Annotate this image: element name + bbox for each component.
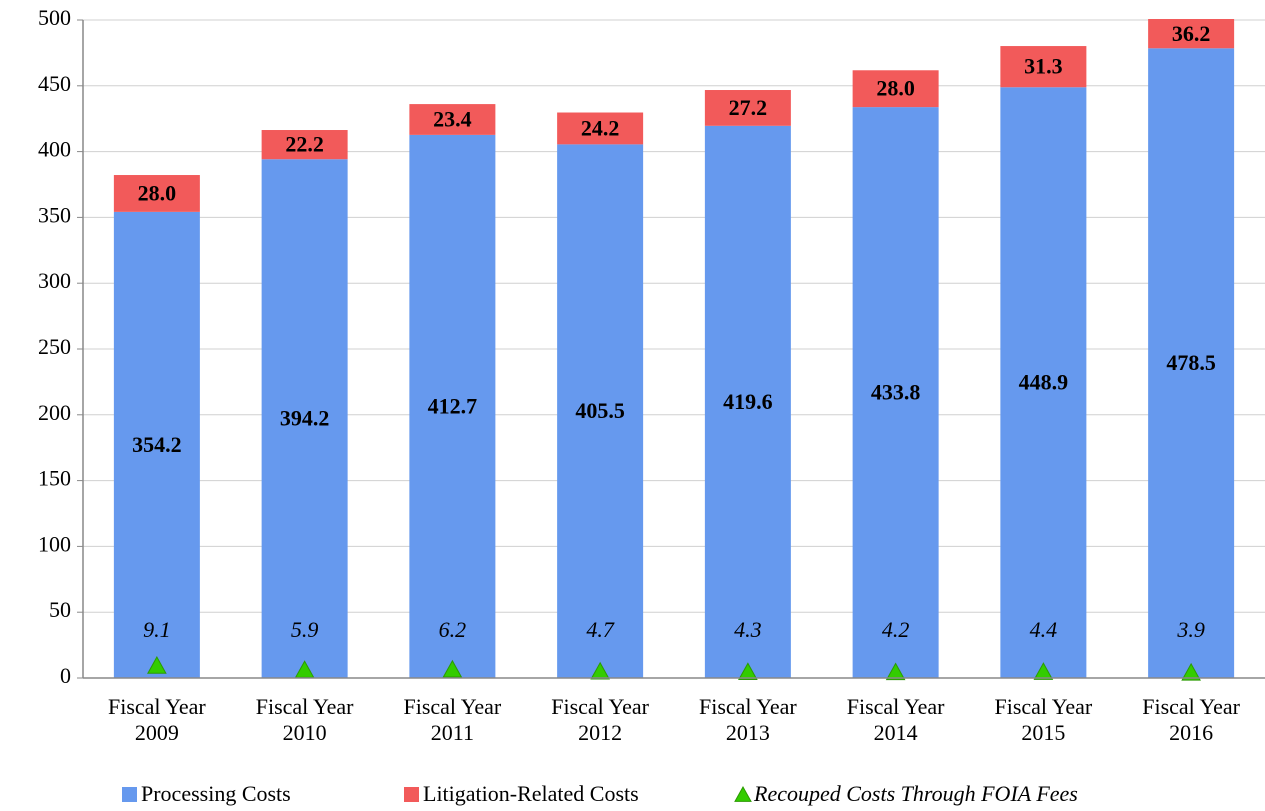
data-label: 394.2 (280, 406, 330, 431)
legend-swatch (404, 787, 419, 802)
bar-segment (704, 125, 791, 678)
bar-segment (557, 144, 644, 678)
marker (738, 662, 758, 681)
data-label: 419.6 (723, 389, 773, 414)
bar-segment (1000, 46, 1087, 88)
y-tick-label: 150 (38, 466, 71, 491)
y-tick-label: 50 (49, 597, 71, 622)
data-label: 6.2 (439, 617, 467, 642)
x-tick-label: Fiscal Year 2016 (1142, 694, 1241, 745)
data-label: 4.3 (734, 617, 762, 642)
marker (590, 661, 610, 680)
data-label: 448.9 (1019, 370, 1069, 395)
data-label: 9.1 (143, 617, 171, 642)
y-tick-label: 250 (38, 334, 71, 359)
data-label: 24.2 (581, 115, 620, 140)
y-tick-label: 300 (38, 268, 71, 293)
data-label: 4.2 (882, 617, 910, 642)
legend-label: Recouped Costs Through FOIA Fees (753, 781, 1078, 806)
x-tick-label: Fiscal Year 2013 (698, 694, 797, 745)
x-tick-label: Fiscal Year 2015 (994, 694, 1093, 745)
data-label: 27.2 (729, 95, 768, 120)
y-tick-label: 0 (60, 663, 71, 688)
bar-segment (852, 107, 939, 678)
data-label: 3.9 (1176, 617, 1205, 642)
marker (885, 662, 906, 681)
data-label: 31.3 (1024, 54, 1063, 79)
marker (442, 659, 463, 678)
marker (147, 655, 167, 674)
data-label: 22.2 (285, 132, 324, 157)
data-labels: 354.2 28.0 9.1 394.2 22.2 5.9 412.7 23.4 6.2 405.… (132, 21, 1216, 681)
data-label: 5.9 (291, 617, 319, 642)
legend-label: Litigation-Related Costs (423, 781, 639, 806)
legend-label: Processing Costs (141, 781, 291, 806)
x-tick-label: Fiscal Year 2011 (403, 694, 502, 745)
bar-segment (409, 104, 496, 135)
bar-segment (1148, 19, 1235, 49)
marker (1033, 662, 1054, 680)
bar-segment (1000, 87, 1087, 678)
legend-swatch (122, 787, 137, 802)
bar-segment (704, 90, 791, 126)
data-label: 36.2 (1172, 21, 1211, 46)
marker (1181, 662, 1201, 681)
x-tick-label: Fiscal Year 2009 (107, 694, 206, 745)
data-label: 28.0 (138, 180, 177, 205)
y-tick-label: 400 (38, 137, 71, 162)
bar-segment (409, 134, 496, 679)
data-label: 433.8 (871, 380, 921, 405)
plot-area (113, 19, 1235, 679)
data-label: 354.2 (132, 432, 182, 457)
bar-segment (261, 130, 348, 160)
y-tick-label: 350 (38, 202, 71, 227)
x-tick-label: Fiscal Year 2014 (846, 694, 945, 745)
data-label: 412.7 (428, 393, 478, 418)
data-label: 28.0 (876, 76, 915, 101)
bar-segment (113, 175, 200, 212)
bar-segment (557, 112, 644, 145)
bar-segment (1148, 48, 1235, 678)
y-tick-label: 450 (38, 71, 71, 96)
x-tick-label: Fiscal Year 2010 (255, 694, 354, 745)
x-tick-label: Fiscal Year 2012 (551, 694, 650, 745)
bar-segment (113, 211, 200, 678)
data-label: 4.7 (586, 617, 615, 642)
bar-segment (852, 70, 939, 108)
y-tick-label: 200 (38, 400, 71, 425)
data-label: 23.4 (433, 107, 472, 132)
data-label: 478.5 (1166, 350, 1216, 375)
data-label: 405.5 (575, 398, 625, 423)
y-tick-label: 100 (38, 531, 71, 556)
data-label: 4.4 (1030, 617, 1058, 642)
y-tick-label: 500 (38, 5, 71, 30)
bar-segment (261, 159, 348, 679)
legend-marker (734, 785, 752, 802)
